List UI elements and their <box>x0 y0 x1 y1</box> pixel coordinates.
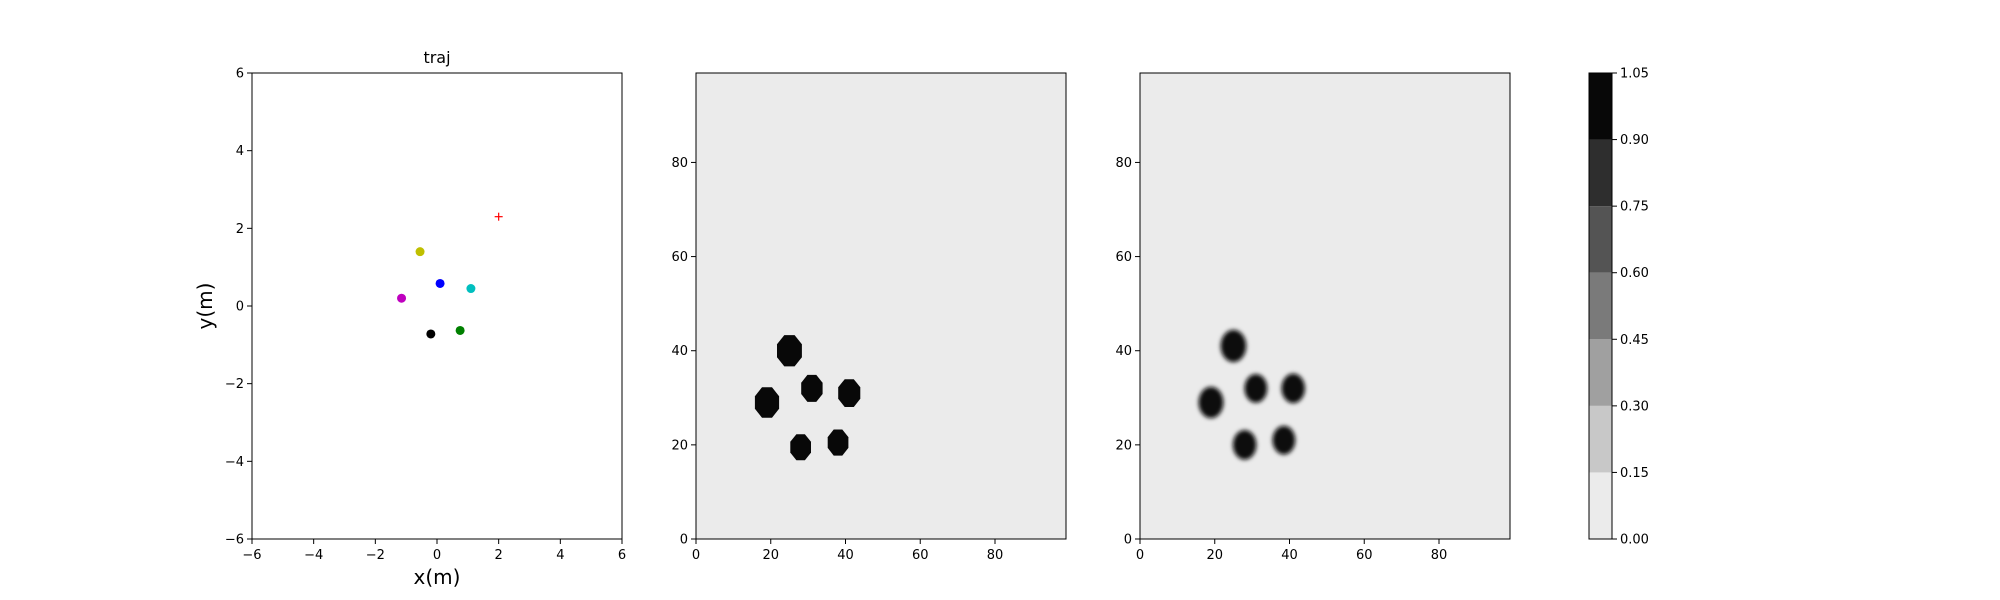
obstacle-blob <box>777 335 802 367</box>
colorbar-band <box>1589 272 1612 340</box>
x-tick-label: 80 <box>987 548 1004 563</box>
occupancy-map-sharp: 0 20 40 60 80 0 20 40 60 80 <box>671 72 1067 563</box>
x-tick-label: −2 <box>366 548 385 563</box>
y-tick-label: 20 <box>671 438 688 453</box>
y-tick-label: 40 <box>671 344 688 359</box>
x-tick-label: 60 <box>912 548 929 563</box>
obstacle-blob <box>1232 430 1257 460</box>
x-tick-label: 40 <box>1281 548 1298 563</box>
obstacle-blob <box>1281 373 1305 404</box>
y-tick-label: 0 <box>1124 533 1132 548</box>
x-tick-label: 20 <box>1206 548 1223 563</box>
map-sharp-background <box>696 73 1066 539</box>
traj-ylabel: y(m) <box>193 283 217 330</box>
colorbar-tick-label: 0.45 <box>1620 333 1649 348</box>
colorbar-tick-label: 0.90 <box>1620 133 1649 148</box>
goal-marker <box>494 212 503 221</box>
y-tick-label: −4 <box>225 455 244 470</box>
colorbar-tick-label: 0.60 <box>1620 266 1649 281</box>
map-soft-background <box>1140 73 1510 539</box>
agent-blue-point <box>435 278 445 288</box>
colorbar-band <box>1589 339 1612 406</box>
obstacle-blob <box>790 434 811 461</box>
y-tick-label: 0 <box>680 533 688 548</box>
colorbar-band <box>1589 405 1612 473</box>
y-tick-label: −2 <box>225 377 244 392</box>
colorbar-tick-label: 0.30 <box>1620 399 1649 414</box>
agent-magenta-point <box>397 293 407 303</box>
obstacle-blob <box>1272 425 1296 455</box>
y-tick-label: −6 <box>225 533 244 548</box>
x-tick-label: 20 <box>762 548 779 563</box>
traj-title: traj <box>423 48 450 67</box>
colorbar-tick-label: 1.05 <box>1620 67 1649 82</box>
colorbar-band <box>1589 73 1612 140</box>
obstacle-blob <box>1220 329 1247 363</box>
map-sharp-frame <box>695 72 1067 540</box>
y-tick-label: 20 <box>1115 438 1132 453</box>
y-tick-label: 60 <box>671 250 688 265</box>
x-tick-label: 0 <box>433 548 441 563</box>
colorbar-tick-label: 0.15 <box>1620 466 1649 481</box>
map-soft-frame <box>1139 72 1511 540</box>
y-tick-label: 80 <box>1115 156 1132 171</box>
traj-axes-frame <box>251 72 623 540</box>
x-tick-label: −4 <box>304 548 323 563</box>
y-tick-label: 80 <box>671 156 688 171</box>
agent-yellow-point <box>415 247 425 257</box>
agent-black-point <box>426 329 436 339</box>
y-tick-label: 4 <box>236 144 244 159</box>
obstacle-blob <box>1198 386 1224 419</box>
y-tick-label: 60 <box>1115 250 1132 265</box>
obstacle-blob <box>827 429 849 456</box>
x-tick-label: 0 <box>692 548 700 563</box>
colorbar-band <box>1589 472 1612 539</box>
agent-green-point <box>455 325 465 335</box>
y-tick-label: 0 <box>236 300 244 315</box>
y-tick-label: 40 <box>1115 344 1132 359</box>
x-tick-label: 6 <box>618 548 626 563</box>
x-tick-label: 80 <box>1431 548 1448 563</box>
colorbar-tick-label: 0.00 <box>1620 533 1649 548</box>
obstacle-blob <box>754 387 780 418</box>
obstacle-blob <box>1244 374 1268 403</box>
colorbar-tick-label: 0.75 <box>1620 200 1649 215</box>
obstacle-blob <box>838 379 861 407</box>
colorbar-frame <box>1588 72 1613 540</box>
colorbar-band <box>1589 139 1612 207</box>
x-tick-label: −6 <box>242 548 261 563</box>
x-tick-label: 2 <box>495 548 503 563</box>
x-tick-label: 60 <box>1356 548 1373 563</box>
obstacle-blob <box>801 374 823 402</box>
y-tick-label: 6 <box>236 67 244 82</box>
x-tick-label: 0 <box>1136 548 1144 563</box>
x-tick-label: 4 <box>556 548 564 563</box>
colorbar: 0.00 0.15 0.30 0.45 0.60 0.75 0.90 1.05 <box>1588 67 1649 548</box>
colorbar-band <box>1589 206 1612 273</box>
traj-plot: traj −6 −4 −2 0 2 4 6 −6 −4 −2 0 2 4 6 x(m) y(m) <box>193 48 626 589</box>
x-tick-label: 40 <box>837 548 854 563</box>
traj-xlabel: x(m) <box>414 565 461 589</box>
y-tick-label: 2 <box>236 222 244 237</box>
occupancy-map-soft: 0 20 40 60 80 0 20 40 60 80 <box>1115 72 1511 563</box>
agent-cyan-point <box>466 284 476 294</box>
